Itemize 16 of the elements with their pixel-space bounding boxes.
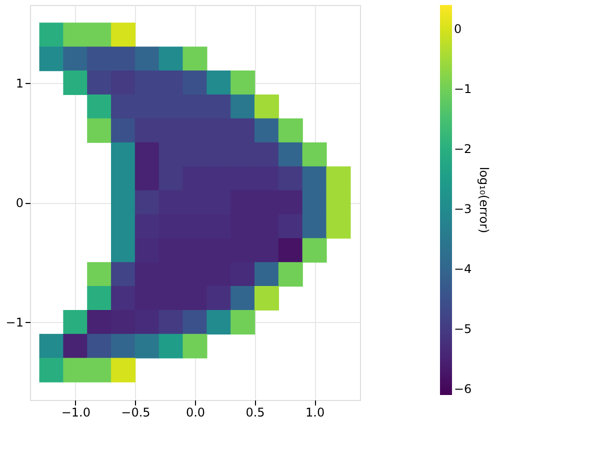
y-tick-label: −1 bbox=[6, 316, 24, 330]
color-bar-label: −2 bbox=[454, 142, 472, 156]
color-bar-title: log₁₀(error) bbox=[477, 166, 491, 234]
x-tick-label: 0.5 bbox=[246, 406, 265, 420]
color-bar-label: −5 bbox=[454, 322, 472, 336]
x-tick-label: 0.0 bbox=[186, 406, 206, 420]
y-tick-label: 0 bbox=[16, 196, 24, 210]
color-bar-label: −1 bbox=[454, 82, 472, 96]
color-bar-label: −4 bbox=[454, 262, 472, 276]
color-bar-label: −3 bbox=[454, 202, 472, 216]
x-tick-label: 1.0 bbox=[306, 406, 325, 420]
color-bar-label: −6 bbox=[454, 382, 472, 396]
y-tick-label: 1 bbox=[16, 76, 24, 90]
x-tick-label: −0.5 bbox=[121, 406, 150, 420]
color-bar-label: 0 bbox=[454, 22, 462, 36]
x-tick-label: −1.0 bbox=[61, 406, 91, 420]
